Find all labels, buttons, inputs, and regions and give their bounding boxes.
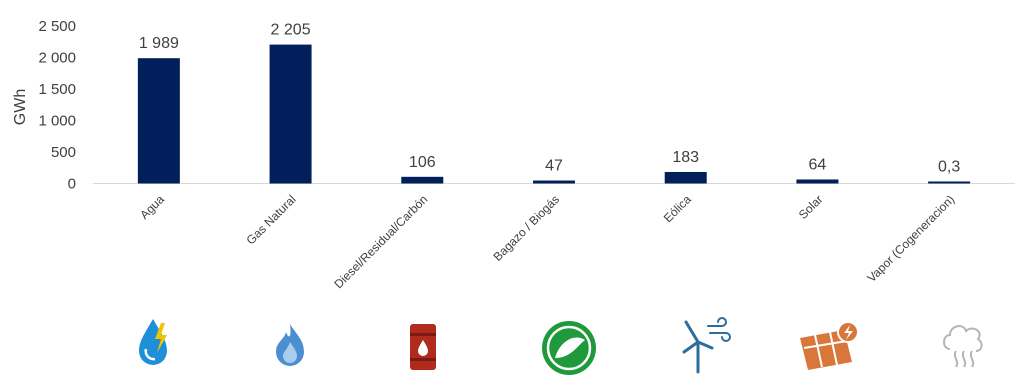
- bar: [137, 58, 180, 184]
- y-tick-label: 2 500: [38, 18, 76, 35]
- y-tick-label: 0: [68, 176, 76, 193]
- wind-turbine-icon: [682, 317, 731, 374]
- bar: [928, 181, 971, 184]
- y-tick-label: 2 000: [38, 50, 76, 67]
- gas-flame-icon: [276, 324, 304, 366]
- steam-icon: [943, 325, 983, 368]
- data-label: 2 205: [271, 22, 311, 39]
- bar: [664, 171, 707, 184]
- y-axis-ticks: 0 500 1 000 1 500 2 000 2 500: [38, 18, 76, 193]
- y-tick-label: 1 000: [38, 113, 76, 130]
- bar: [533, 180, 575, 184]
- category-labels: Agua Gas Natural Diesel/Residual/Carbón Bag…: [137, 192, 957, 291]
- bars: [137, 44, 971, 184]
- category-label: Solar: [796, 192, 826, 222]
- biogas-icon: [542, 321, 596, 375]
- bar: [269, 44, 312, 184]
- category-label: Eólica: [661, 192, 694, 225]
- solar-panel-icon: [800, 321, 859, 370]
- data-label: 183: [672, 149, 699, 166]
- y-tick-label: 500: [51, 144, 76, 161]
- data-label: 1 989: [139, 35, 179, 52]
- category-label: Bagazo / Biogás: [490, 192, 562, 264]
- data-label: 106: [409, 154, 436, 171]
- bar: [401, 176, 444, 184]
- oil-barrel-icon: [410, 324, 436, 370]
- y-tick-label: 1 500: [38, 81, 76, 98]
- data-label: 0,3: [938, 159, 960, 176]
- category-label: Diesel/Residual/Carbón: [331, 192, 430, 291]
- data-labels: 1 989 2 205 106 47 183 64 0,3: [139, 22, 961, 176]
- water-energy-icon: [139, 319, 167, 365]
- category-label: Agua: [137, 192, 167, 222]
- bar: [796, 179, 839, 184]
- data-label: 47: [545, 158, 563, 175]
- category-label: Gas Natural: [244, 192, 299, 247]
- y-axis-label: GWh: [12, 89, 29, 125]
- data-label: 64: [809, 156, 827, 173]
- category-label: Vapor (Cogeneracion): [865, 192, 958, 285]
